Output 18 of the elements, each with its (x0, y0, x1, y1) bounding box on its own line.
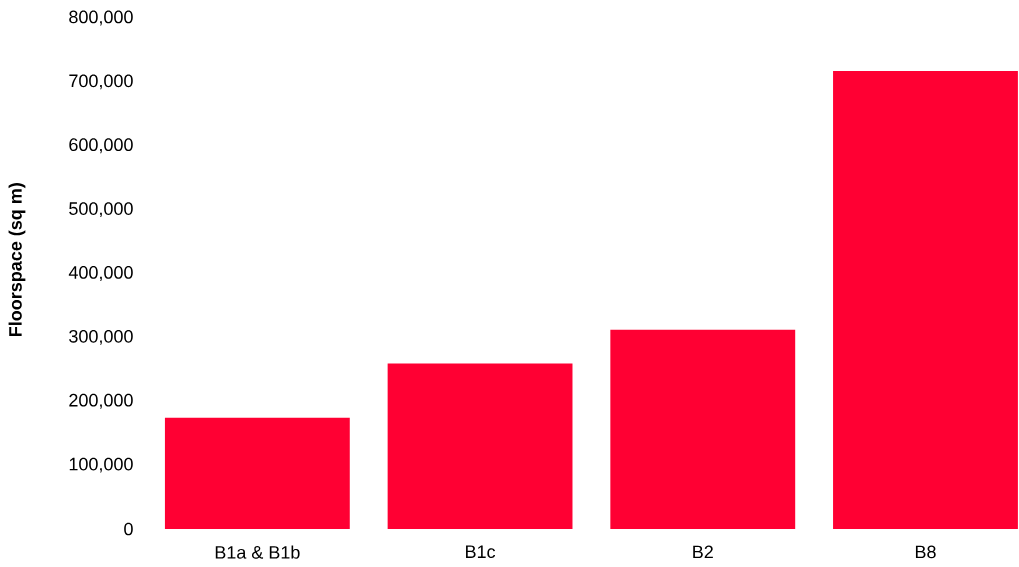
y-tick-label: 300,000 (69, 329, 133, 345)
y-tick-label: 0 (124, 522, 133, 536)
x-tick-label: B8 (915, 545, 936, 559)
y-tick-label: 800,000 (69, 10, 133, 26)
y-tick-label: 200,000 (69, 393, 133, 409)
bar (164, 417, 350, 529)
y-tick-label: 600,000 (69, 138, 133, 154)
y-axis-title: Floorspace (sq m) (8, 183, 26, 337)
bar (387, 363, 573, 529)
x-tick-label: B1a & B1b (215, 545, 300, 559)
y-tick-label: 500,000 (69, 202, 133, 218)
y-tick-label: 100,000 (69, 457, 133, 473)
bar (610, 329, 796, 529)
bar (833, 71, 1018, 529)
x-tick-label: B2 (693, 545, 713, 559)
y-tick-label: 700,000 (69, 74, 133, 90)
y-tick-label: 400,000 (68, 266, 133, 281)
x-tick-label: B1c (466, 545, 496, 559)
